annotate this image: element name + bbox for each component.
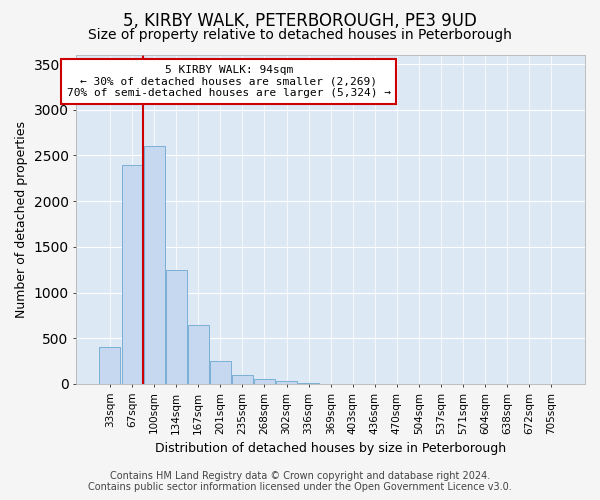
Text: Contains HM Land Registry data © Crown copyright and database right 2024.
Contai: Contains HM Land Registry data © Crown c… [88,471,512,492]
Bar [232,375,253,384]
Bar [122,164,142,384]
Bar [143,146,164,384]
Y-axis label: Number of detached properties: Number of detached properties [15,121,28,318]
Bar [100,348,121,384]
Bar [188,326,209,384]
Text: 5, KIRBY WALK, PETERBOROUGH, PE3 9UD: 5, KIRBY WALK, PETERBOROUGH, PE3 9UD [123,12,477,30]
X-axis label: Distribution of detached houses by size in Peterborough: Distribution of detached houses by size … [155,442,506,455]
Text: 5 KIRBY WALK: 94sqm
← 30% of detached houses are smaller (2,269)
70% of semi-det: 5 KIRBY WALK: 94sqm ← 30% of detached ho… [67,65,391,98]
Bar [166,270,187,384]
Bar [254,379,275,384]
Bar [276,381,297,384]
Text: Size of property relative to detached houses in Peterborough: Size of property relative to detached ho… [88,28,512,42]
Bar [210,361,231,384]
